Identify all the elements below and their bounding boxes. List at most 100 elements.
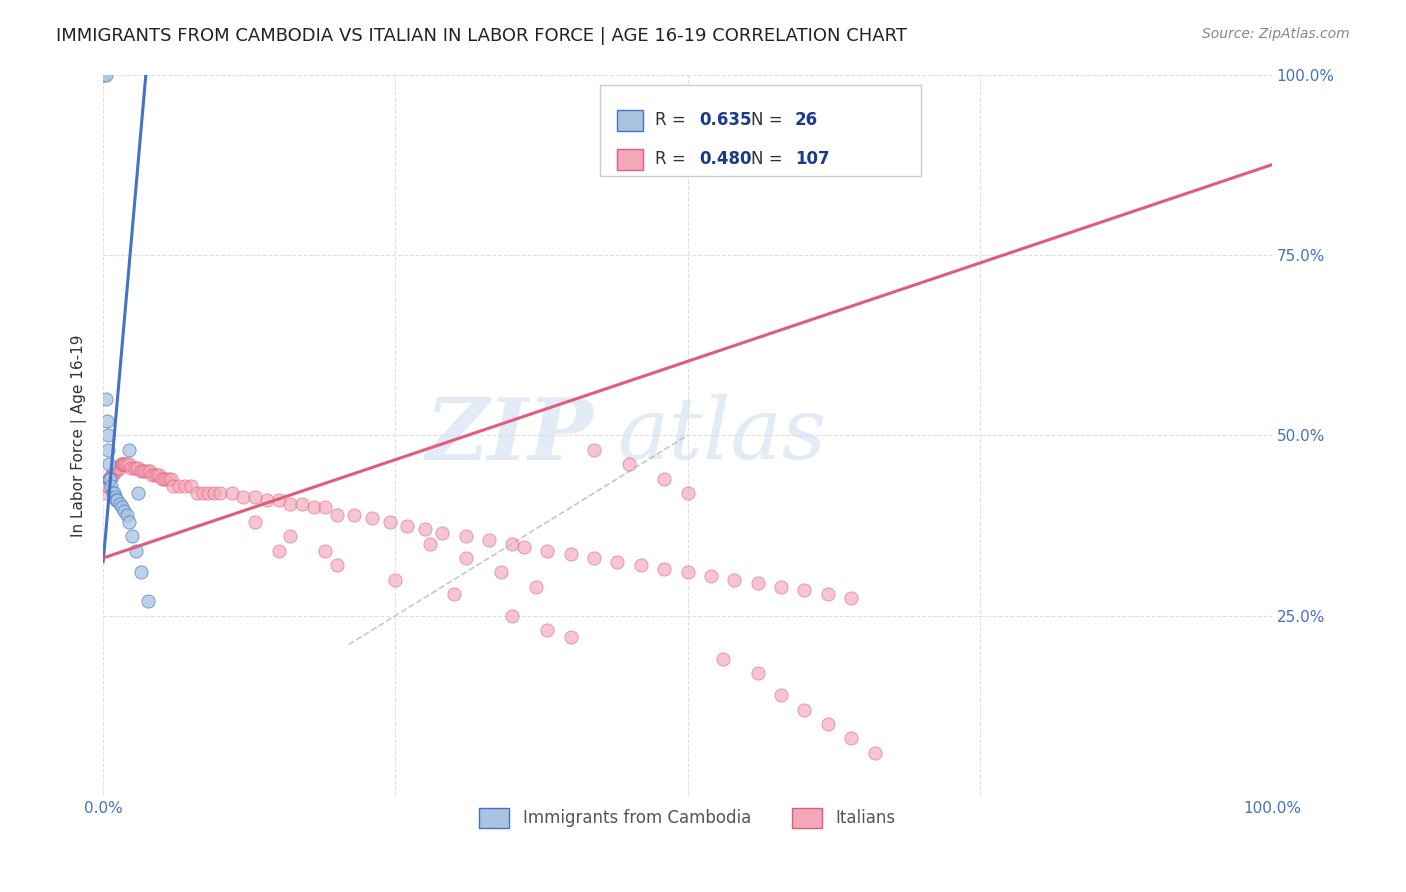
Point xyxy=(112,457,135,471)
Point xyxy=(103,464,125,478)
Point xyxy=(267,543,290,558)
Point xyxy=(98,472,121,486)
Point xyxy=(770,688,793,702)
Point xyxy=(98,472,121,486)
Legend: Immigrants from Cambodia, Italians: Immigrants from Cambodia, Italians xyxy=(472,801,903,835)
Point xyxy=(343,508,366,522)
Point xyxy=(97,479,120,493)
Point xyxy=(536,543,558,558)
Point xyxy=(817,587,839,601)
Point xyxy=(129,464,152,478)
Point xyxy=(630,558,652,573)
Point xyxy=(711,652,734,666)
Point xyxy=(157,472,180,486)
Point xyxy=(125,543,148,558)
Point xyxy=(454,551,477,566)
Point xyxy=(115,457,138,471)
Point xyxy=(770,580,793,594)
Point xyxy=(839,731,862,746)
Point xyxy=(162,479,184,493)
Point xyxy=(112,504,135,518)
Point xyxy=(793,583,815,598)
Point xyxy=(361,511,384,525)
FancyBboxPatch shape xyxy=(617,110,643,131)
Point xyxy=(101,468,124,483)
Point xyxy=(105,460,128,475)
Text: R =: R = xyxy=(655,151,690,169)
Text: N =: N = xyxy=(751,151,787,169)
Point xyxy=(118,457,141,471)
Point xyxy=(94,486,117,500)
Point xyxy=(291,497,314,511)
Text: ZIP: ZIP xyxy=(426,393,595,477)
Point xyxy=(501,608,523,623)
Point xyxy=(96,414,118,428)
Point xyxy=(97,442,120,457)
Text: 0.635: 0.635 xyxy=(699,112,752,129)
Point xyxy=(120,460,142,475)
Point xyxy=(583,442,606,457)
Point xyxy=(723,573,745,587)
Point xyxy=(104,490,127,504)
Point xyxy=(98,472,121,486)
Point xyxy=(132,464,155,478)
Point xyxy=(153,472,176,486)
Point xyxy=(112,457,135,471)
Point xyxy=(513,540,536,554)
Point xyxy=(676,486,699,500)
Point xyxy=(93,68,115,82)
Point xyxy=(118,515,141,529)
Point xyxy=(817,717,839,731)
Point xyxy=(101,486,124,500)
Point xyxy=(652,562,675,576)
FancyBboxPatch shape xyxy=(600,86,921,176)
Point xyxy=(396,518,419,533)
Text: R =: R = xyxy=(655,112,690,129)
Text: N =: N = xyxy=(751,112,787,129)
Point xyxy=(202,486,225,500)
Point xyxy=(419,536,441,550)
Point xyxy=(107,460,129,475)
Point xyxy=(232,490,254,504)
Point xyxy=(747,576,769,591)
Point xyxy=(103,486,125,500)
Point xyxy=(98,472,121,486)
Point xyxy=(676,566,699,580)
Text: atlas: atlas xyxy=(617,394,827,476)
Point xyxy=(104,464,127,478)
Point xyxy=(114,457,136,471)
Point xyxy=(209,486,232,500)
Point xyxy=(560,547,582,561)
Point xyxy=(94,68,117,82)
Point xyxy=(146,468,169,483)
Point xyxy=(150,472,173,486)
Point xyxy=(134,464,156,478)
Point xyxy=(94,392,117,407)
Point xyxy=(443,587,465,601)
Point xyxy=(160,472,183,486)
Point xyxy=(121,529,143,543)
Point xyxy=(136,464,159,478)
Point xyxy=(302,500,325,515)
Point xyxy=(478,533,501,547)
Point xyxy=(793,702,815,716)
Point xyxy=(524,580,547,594)
Point xyxy=(125,460,148,475)
Point xyxy=(413,522,436,536)
Point xyxy=(108,460,131,475)
Point xyxy=(560,631,582,645)
Point xyxy=(115,508,138,522)
Point xyxy=(111,457,134,471)
Text: IMMIGRANTS FROM CAMBODIA VS ITALIAN IN LABOR FORCE | AGE 16-19 CORRELATION CHART: IMMIGRANTS FROM CAMBODIA VS ITALIAN IN L… xyxy=(56,27,907,45)
Point xyxy=(839,591,862,605)
Point xyxy=(111,500,134,515)
Point xyxy=(191,486,214,500)
Point xyxy=(314,543,336,558)
Point xyxy=(136,594,159,608)
Point xyxy=(105,464,128,478)
Point xyxy=(100,468,122,483)
Point xyxy=(143,468,166,483)
Point xyxy=(489,566,512,580)
Point xyxy=(501,536,523,550)
Point xyxy=(326,558,349,573)
